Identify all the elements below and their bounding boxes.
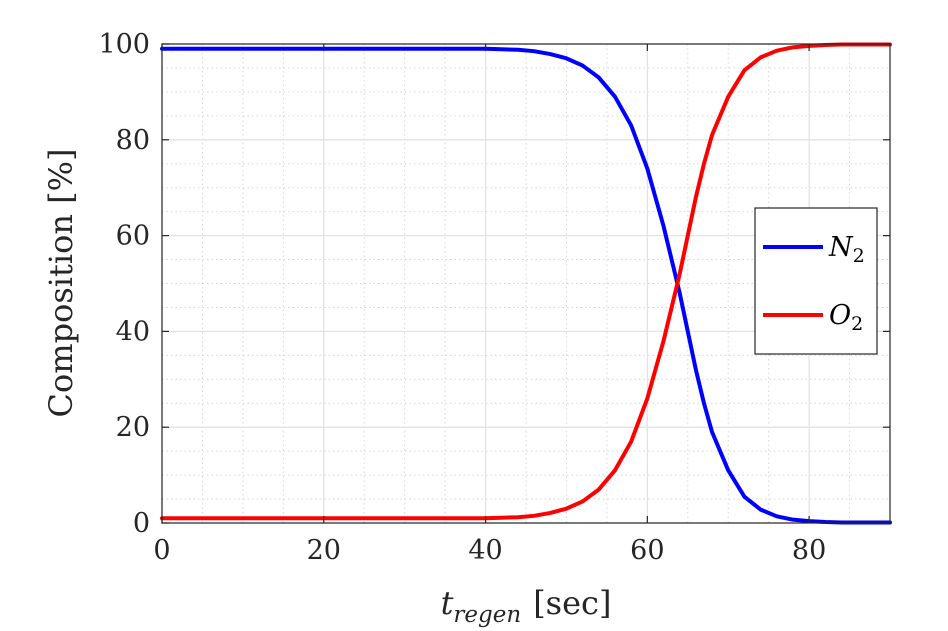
y-tick-label: 100 [98,29,150,60]
x-tick-label: 0 [153,535,170,566]
y-tick-label: 0 [133,508,150,539]
y-tick-label: 40 [116,316,150,347]
y-tick-label: 80 [116,125,150,156]
x-tick-label: 60 [630,535,664,566]
x-tick-label: 40 [468,535,502,566]
tick-labels: 0 20 40 60 80 0 20 40 60 80 100 [98,29,826,566]
ticks [161,43,890,524]
x-axis-label: tregen [sec] [441,584,612,628]
legend-label-o2-main: O [829,300,851,331]
y-tick-label: 20 [116,412,150,443]
plot-frame [161,43,891,524]
minor-grid [162,44,891,523]
legend: N2 O2 [754,207,878,355]
x-axis-label-unit: [sec] [533,584,611,622]
legend-label-n2-sub: 2 [853,245,865,267]
x-axis-label-main: t [441,584,454,622]
legend-label-n2: N2 [828,232,865,267]
x-tick-label: 20 [307,535,341,566]
legend-label-n2-main: N [828,232,854,263]
legend-label-o2: O2 [829,300,863,335]
x-axis-label-sub: regen [453,602,521,628]
y-axis-label: Composition [%] [42,148,80,417]
y-tick-label: 60 [116,221,150,252]
x-tick-label: 80 [792,535,826,566]
legend-label-o2-sub: 2 [851,313,863,335]
legend-box [754,207,878,355]
